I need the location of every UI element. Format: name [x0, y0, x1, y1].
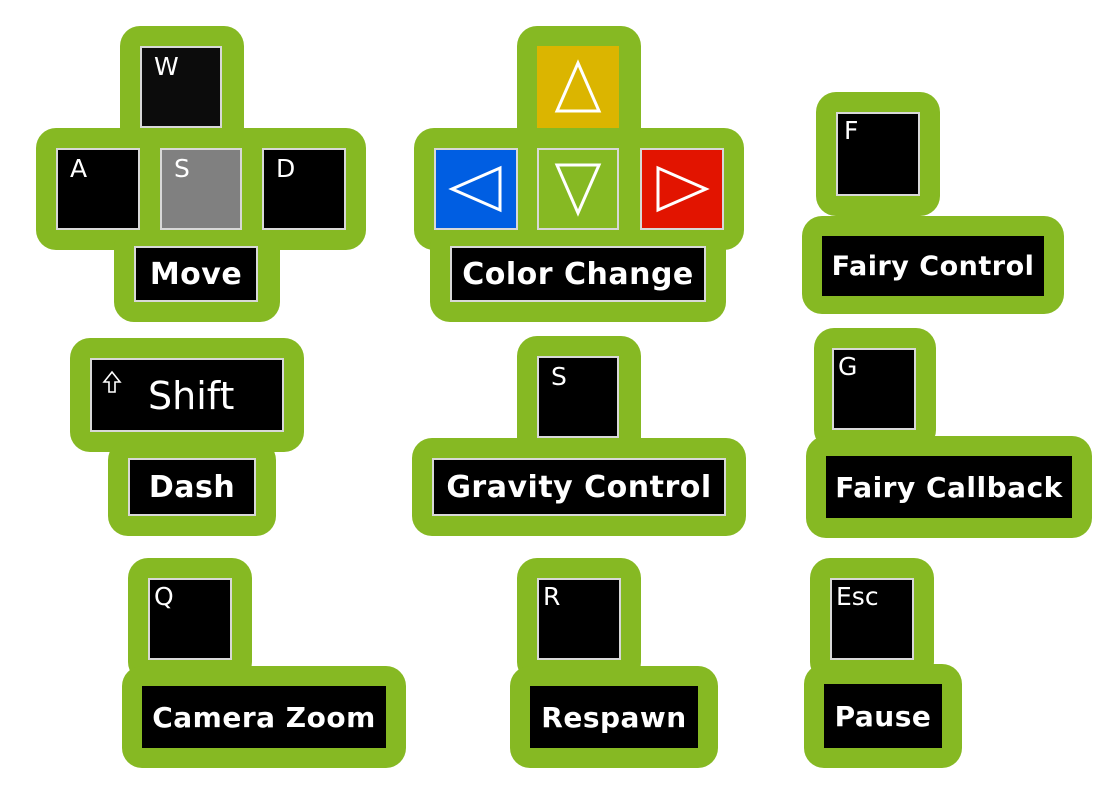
pause-label: Pause — [824, 684, 942, 748]
key-s-pressed: S — [160, 148, 242, 230]
triangle-down-key — [537, 148, 619, 230]
color-change-label: Color Change — [450, 246, 706, 302]
triangle-left-key — [434, 148, 518, 230]
gravity-control-label: Gravity Control — [432, 458, 726, 516]
key-esc: Esc — [830, 578, 914, 660]
shift-arrow-icon — [102, 370, 122, 393]
fairy-callback-label: Fairy Callback — [826, 456, 1072, 518]
triangle-right-icon — [656, 165, 710, 213]
move-label: Move — [134, 246, 258, 302]
key-a: A — [56, 148, 140, 230]
key-shift-label: Shift — [148, 374, 235, 418]
key-g-label: G — [838, 352, 858, 381]
key-shift: Shift — [90, 358, 284, 432]
key-g: G — [832, 348, 916, 430]
key-s-label: S — [174, 154, 190, 183]
triangle-down-icon — [554, 163, 602, 217]
key-f-label: F — [844, 116, 859, 145]
key-r-label: R — [543, 582, 561, 611]
key-q: Q — [148, 578, 232, 660]
dash-label: Dash — [128, 458, 256, 516]
key-f: F — [836, 112, 920, 196]
key-esc-label: Esc — [836, 582, 879, 611]
key-w-label: W — [154, 52, 179, 81]
camera-zoom-label: Camera Zoom — [142, 686, 386, 748]
fairy-control-label: Fairy Control — [822, 236, 1044, 296]
triangle-right-key — [640, 148, 724, 230]
key-w: W — [140, 46, 222, 128]
key-d-label: D — [276, 154, 296, 183]
key-q-label: Q — [154, 582, 174, 611]
triangle-up-key — [537, 46, 619, 128]
key-s-gravity: S — [537, 356, 619, 438]
key-s-gravity-label: S — [551, 362, 567, 391]
triangle-left-icon — [448, 165, 502, 213]
key-d: D — [262, 148, 346, 230]
key-r: R — [537, 578, 621, 660]
respawn-label: Respawn — [530, 686, 698, 748]
triangle-up-icon — [554, 59, 602, 113]
key-a-label: A — [70, 154, 88, 183]
